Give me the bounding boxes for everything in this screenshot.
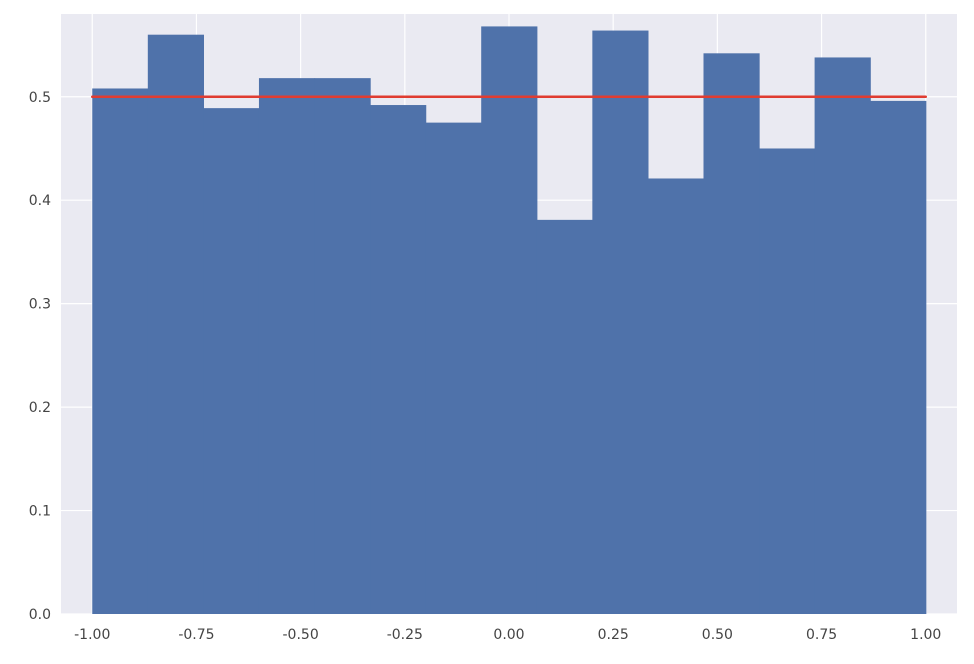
histogram-bar [481, 26, 538, 614]
histogram-bar [592, 30, 649, 615]
y-axis: 0.0 0.1 0.2 0.3 0.4 0.5 [29, 90, 51, 623]
x-tick-label: -0.25 [387, 627, 423, 643]
y-tick-label: 0.1 [29, 504, 51, 520]
histogram-bar [870, 100, 927, 615]
histogram-bar [425, 122, 482, 614]
histogram-bar [92, 88, 149, 614]
y-tick-label: 0.4 [29, 193, 51, 209]
x-tick-label: -1.00 [74, 627, 110, 643]
x-tick-label: -0.50 [283, 627, 319, 643]
x-tick-label: 0.50 [702, 627, 733, 643]
histogram-bar [258, 78, 316, 614]
y-tick-label: 0.2 [29, 400, 51, 416]
histogram-bar [703, 53, 760, 614]
histogram-bars [92, 26, 927, 615]
histogram-bar [370, 105, 427, 614]
histogram-bar [647, 178, 705, 614]
x-tick-label: 0.00 [493, 627, 524, 643]
histogram-bar [314, 78, 371, 614]
x-tick-label: 1.00 [910, 627, 941, 643]
histogram-bar [759, 148, 816, 614]
y-tick-label: 0.3 [29, 297, 51, 313]
histogram-bar [203, 108, 260, 614]
histogram-bar [147, 34, 205, 615]
x-tick-label: 0.25 [598, 627, 629, 643]
histogram-bar [536, 219, 593, 615]
histogram-bar [814, 57, 871, 614]
y-tick-label: 0.5 [29, 90, 51, 106]
x-tick-label: 0.75 [806, 627, 837, 643]
x-axis: -1.00 -0.75 -0.50 -0.25 0.00 0.25 0.50 0.75 1.00 [74, 627, 941, 643]
y-tick-label: 0.0 [29, 607, 51, 623]
x-tick-label: -0.75 [178, 627, 214, 643]
